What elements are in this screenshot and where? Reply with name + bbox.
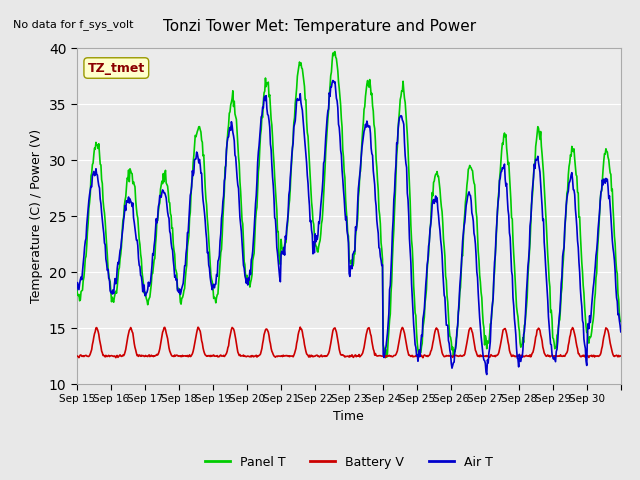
Air T: [483, 372, 491, 377]
Y-axis label: Temperature (C) / Power (V): Temperature (C) / Power (V): [30, 129, 44, 303]
Battery V: [137, 353, 145, 359]
Panel T: [284, 212, 292, 218]
Air T: [284, 210, 292, 216]
Text: No data for f_sys_volt: No data for f_sys_volt: [13, 19, 133, 30]
Battery V: [617, 353, 625, 359]
Legend: Panel T, Battery V, Air T: Panel T, Battery V, Air T: [200, 451, 498, 474]
Air T: [436, 228, 444, 233]
Battery V: [437, 342, 445, 348]
Battery V: [296, 324, 304, 330]
Air T: [137, 273, 145, 278]
Battery V: [284, 353, 292, 359]
Battery V: [406, 352, 413, 358]
Panel T: [406, 198, 414, 204]
Panel T: [383, 354, 390, 360]
Air T: [237, 221, 244, 227]
Panel T: [264, 80, 271, 86]
Line: Air T: Air T: [77, 81, 621, 374]
Air T: [329, 78, 337, 84]
Text: TZ_tmet: TZ_tmet: [88, 61, 145, 74]
Air T: [73, 287, 81, 293]
X-axis label: Time: Time: [333, 410, 364, 423]
Air T: [264, 112, 271, 118]
Panel T: [617, 319, 625, 324]
Air T: [406, 236, 413, 241]
Battery V: [419, 355, 427, 360]
Panel T: [73, 286, 81, 291]
Line: Battery V: Battery V: [77, 327, 621, 358]
Bar: [77, 48, 621, 384]
Text: Tonzi Tower Met: Temperature and Power: Tonzi Tower Met: Temperature and Power: [163, 19, 477, 34]
Line: Panel T: Panel T: [77, 52, 621, 357]
Battery V: [73, 353, 81, 359]
Battery V: [237, 353, 244, 359]
Air T: [617, 329, 625, 335]
Panel T: [237, 189, 244, 194]
Panel T: [137, 252, 145, 257]
Panel T: [437, 196, 445, 202]
Panel T: [331, 49, 339, 55]
Battery V: [264, 328, 271, 334]
